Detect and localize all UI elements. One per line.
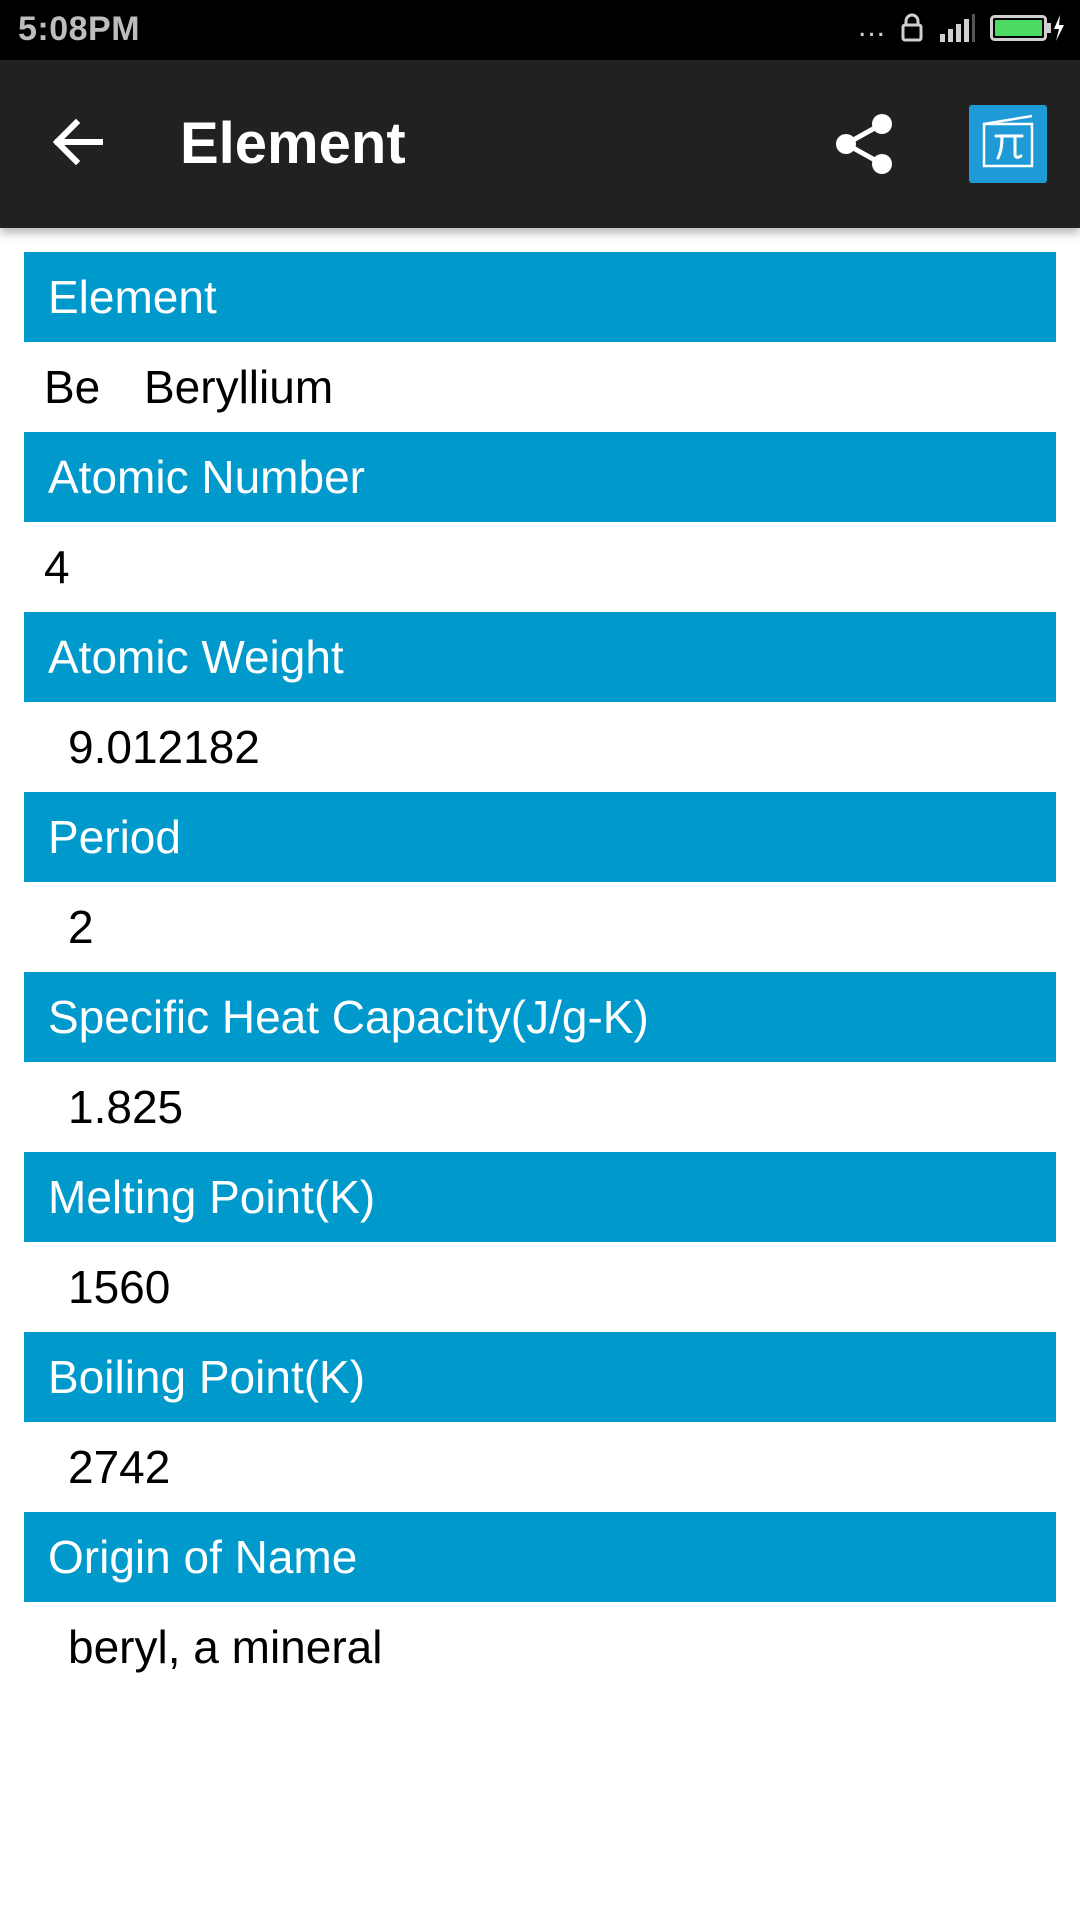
status-time: 5:08PM: [18, 10, 141, 48]
back-button[interactable]: [46, 112, 110, 176]
page-title: Element: [180, 111, 406, 176]
calculator-button[interactable]: [969, 105, 1047, 183]
status-bar: 5:08PM ...: [0, 0, 1080, 60]
share-button[interactable]: [830, 112, 898, 180]
battery-charging-icon: [990, 13, 1066, 48]
atomic-weight-value: 9.012182: [68, 721, 260, 773]
pi-icon: [976, 110, 1040, 179]
atomic-number-value: 4: [44, 541, 70, 593]
melting-point-value: 1560: [68, 1261, 171, 1313]
specific-heat-value: 1.825: [68, 1081, 184, 1133]
lock-icon: [900, 13, 924, 48]
more-dots-icon: ...: [857, 10, 886, 43]
status-icons: ...: [858, 12, 1066, 48]
origin-of-name-header: Origin of Name: [24, 1512, 1056, 1602]
app-bar: Element: [0, 60, 1080, 228]
melting-point-header: Melting Point(K): [24, 1152, 1056, 1242]
boiling-point-header: Boiling Point(K): [24, 1332, 1056, 1422]
element-header: Element: [24, 252, 1056, 342]
element-details: Element Be Beryllium Atomic Number 4 Atom…: [24, 252, 1056, 1692]
origin-of-name-value: beryl, a mineral: [68, 1621, 383, 1673]
period-header: Period: [24, 792, 1056, 882]
boiling-point-value: 2742: [68, 1441, 171, 1493]
element-name: Beryllium: [144, 361, 334, 413]
atomic-weight-header: Atomic Weight: [24, 612, 1056, 702]
period-value: 2: [68, 901, 94, 953]
atomic-number-header: Atomic Number: [24, 432, 1056, 522]
arrow-left-icon: [52, 118, 104, 171]
specific-heat-header: Specific Heat Capacity(J/g-K): [24, 972, 1056, 1062]
signal-icon: [938, 13, 976, 47]
element-value: Be Beryllium: [24, 342, 1056, 432]
element-symbol: Be: [44, 361, 101, 413]
share-icon: [834, 112, 894, 181]
